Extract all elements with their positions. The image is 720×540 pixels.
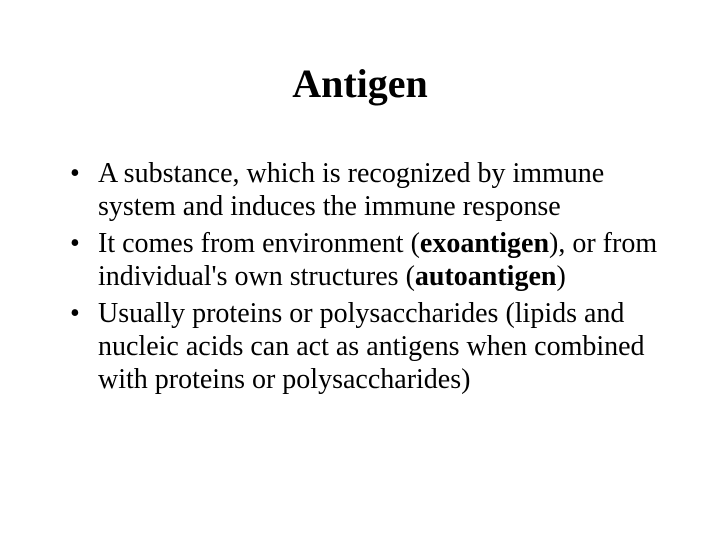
list-item: It comes from environment (exoantigen), … — [70, 227, 660, 293]
bullet-bold: exoantigen — [420, 228, 549, 259]
bullet-text: It comes from environment ( — [98, 228, 420, 259]
bullet-text: A substance, which is recognized by immu… — [98, 158, 604, 222]
slide: Antigen A substance, which is recognized… — [0, 0, 720, 540]
bullet-text: Usually proteins or polysaccharides (lip… — [98, 298, 645, 395]
bullet-bold: autoantigen — [415, 261, 557, 292]
bullet-text: ) — [556, 261, 565, 292]
slide-title: Antigen — [60, 60, 660, 107]
bullet-list: A substance, which is recognized by immu… — [70, 157, 660, 396]
list-item: Usually proteins or polysaccharides (lip… — [70, 297, 660, 396]
list-item: A substance, which is recognized by immu… — [70, 157, 660, 223]
